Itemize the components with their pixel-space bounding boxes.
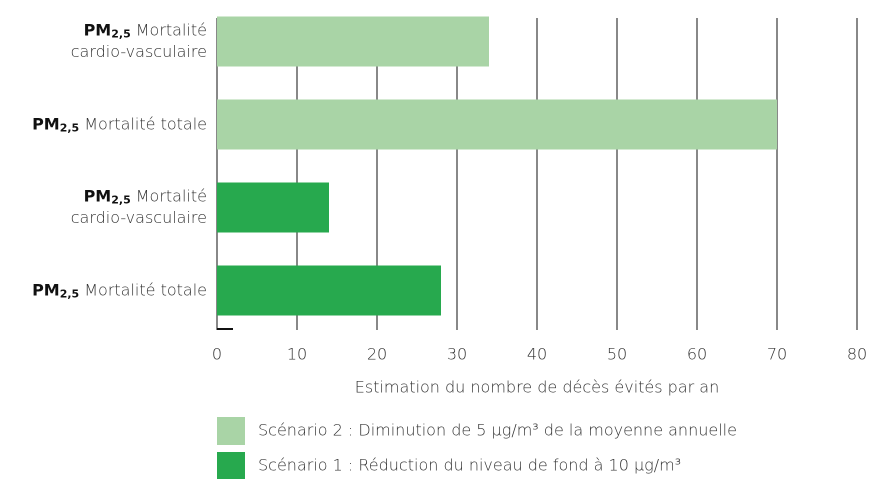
x-tick-label: 30 (447, 345, 467, 364)
pm-prefix: PM (32, 280, 60, 299)
pm-prefix: PM (84, 186, 112, 205)
bar (217, 182, 329, 233)
pm-subscript: 2,5 (111, 194, 131, 207)
x-tick-label: 10 (287, 345, 307, 364)
category-text: Mortalité (136, 186, 207, 205)
x-axis-label: Estimation du nombre de décès évités par… (355, 378, 720, 397)
bar (217, 265, 441, 316)
pm-subscript: 2,5 (60, 122, 80, 135)
x-tick-label: 0 (212, 345, 222, 364)
category-line: PM2,5 Mortalité (84, 186, 207, 207)
category-line: PM2,5 Mortalité totale (32, 114, 207, 135)
category-line: cardio-vasculaire (71, 42, 207, 61)
pm-prefix: PM (84, 20, 112, 39)
bar (217, 99, 777, 150)
x-tick-label: 40 (527, 345, 547, 364)
x-tick-label: 60 (687, 345, 707, 364)
x-tick-label: 80 (847, 345, 867, 364)
category-text: Mortalité totale (84, 280, 207, 299)
legend-swatch (217, 417, 245, 445)
legend-swatch (217, 452, 245, 479)
category-text: Mortalité totale (84, 114, 207, 133)
category-text: Mortalité (136, 20, 207, 39)
x-tick-label: 70 (767, 345, 787, 364)
bar (217, 16, 489, 67)
legend-label: Scénario 1 : Réduction du niveau de fond… (258, 456, 681, 475)
category-line: PM2,5 Mortalité (84, 20, 207, 41)
category-line: cardio-vasculaire (71, 208, 207, 227)
x-tick-label: 50 (607, 345, 627, 364)
pm-prefix: PM (32, 114, 60, 133)
pm-subscript: 2,5 (111, 28, 131, 41)
pm-subscript: 2,5 (60, 288, 80, 301)
legend-label: Scénario 2 : Diminution de 5 µg/m³ de la… (258, 421, 737, 440)
x-tick-label: 20 (367, 345, 387, 364)
category-line: PM2,5 Mortalité totale (32, 280, 207, 301)
